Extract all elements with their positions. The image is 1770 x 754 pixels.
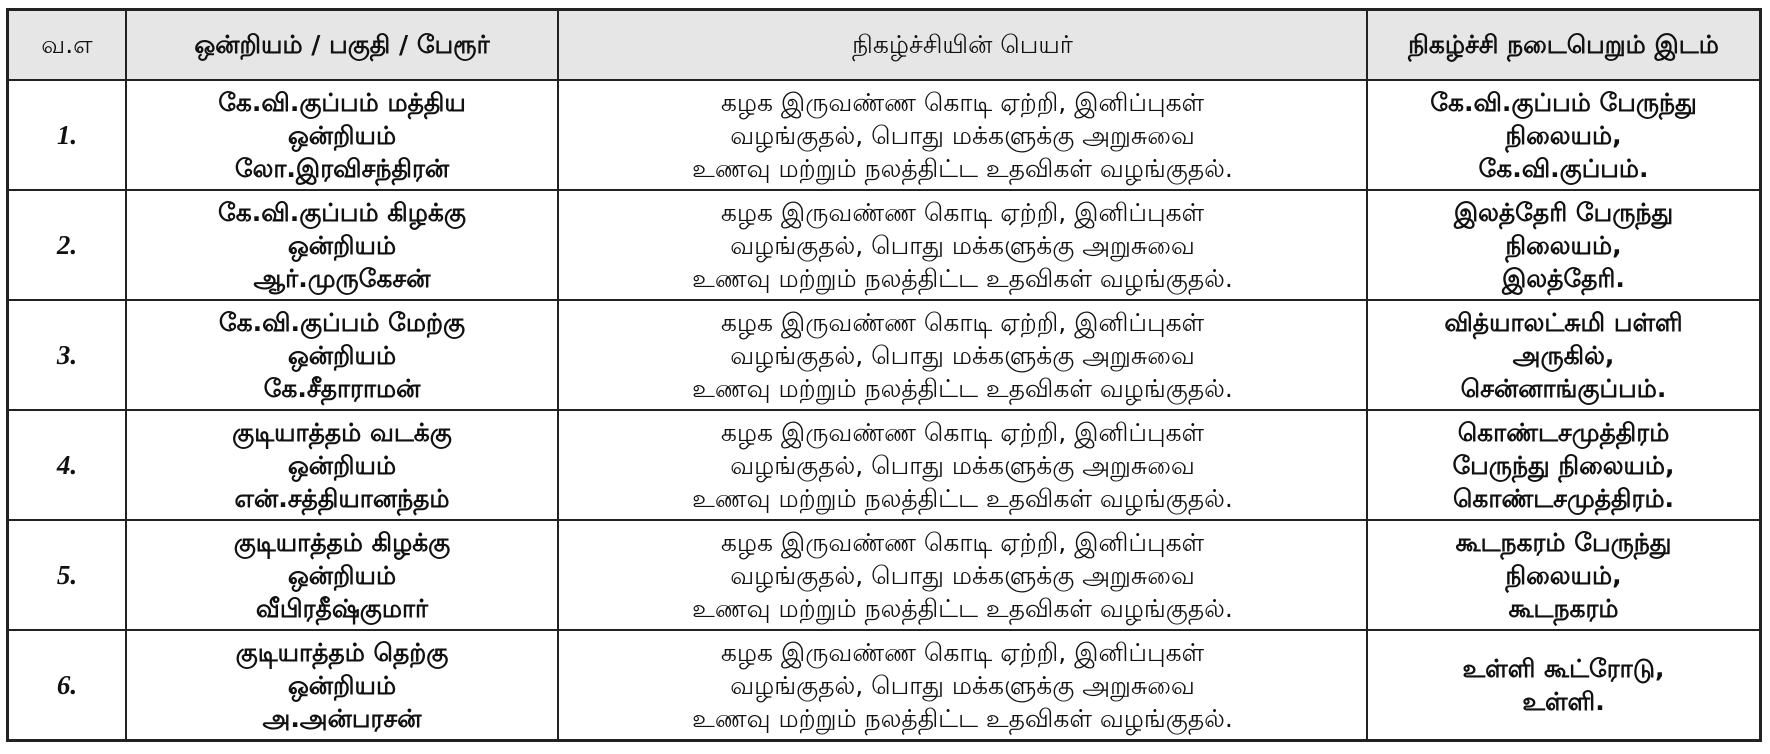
venue-line: நிலையம், — [1505, 230, 1622, 260]
venue-line: நிலையம், — [1505, 120, 1622, 150]
event-name-line: உணவு மற்றும் நலத்திட்ட உதவிகள் வழங்குதல்… — [692, 593, 1233, 623]
union-area-line: என்.சத்தியானந்தம் — [234, 483, 450, 513]
serial-no-cell: 3. — [6, 299, 127, 411]
serial-no-cell: 1. — [6, 79, 127, 191]
event-name-cell: கழக இருவண்ண கொடி ஏற்றி, இனிப்புகள் வழங்கு… — [557, 409, 1368, 521]
table-header-row: வ.எ ஒன்றியம் / பகுதி / பேரூர் நிகழ்ச்சிய… — [6, 8, 1762, 81]
union-area-line: குடியாத்தம் கிழக்கு — [233, 527, 451, 557]
event-name-line: கழக இருவண்ண கொடி ஏற்றி, இனிப்புகள் — [720, 307, 1205, 337]
event-name-line: உணவு மற்றும் நலத்திட்ட உதவிகள் வழங்குதல்… — [692, 373, 1233, 403]
event-name-line: உணவு மற்றும் நலத்திட்ட உதவிகள் வழங்குதல்… — [692, 153, 1233, 183]
event-name-line: வழங்குதல், பொது மக்களுக்கு அறுசுவை — [730, 670, 1195, 700]
union-area-cell: கே.வி.குப்பம் மேற்கு ஒன்றியம் கே.சீதாராமன் — [125, 299, 559, 411]
venue-line: கே.வி.குப்பம் பேருந்து — [1430, 87, 1697, 117]
venue-line: இலத்தேரி. — [1502, 263, 1625, 293]
event-name-line: வழங்குதல், பொது மக்களுக்கு அறுசுவை — [730, 340, 1195, 370]
venue-cell: கொண்டசமுத்திரம் பேருந்து நிலையம், கொண்டசமு… — [1366, 409, 1762, 521]
serial-no-cell: 6. — [6, 629, 127, 742]
venue-line: உள்ளி. — [1522, 687, 1605, 716]
union-area-line: லோ.இரவிசந்திரன் — [234, 153, 450, 183]
venue-line: கூடநகரம் — [1508, 593, 1619, 623]
union-area-line: அ.அன்பரசன் — [262, 703, 422, 733]
union-area-line: கே.வி.குப்பம் மத்திய — [218, 87, 466, 117]
venue-line: இலத்தேரி பேருந்து — [1453, 197, 1674, 227]
union-area-line: ஒன்றியம் — [287, 340, 397, 370]
event-name-cell: கழக இருவண்ண கொடி ஏற்றி, இனிப்புகள் வழங்கு… — [557, 519, 1368, 631]
table-row: 3. கே.வி.குப்பம் மேற்கு ஒன்றியம் கே.சீதாராம… — [6, 299, 1762, 411]
venue-line: பேருந்து நிலையம், — [1452, 450, 1675, 480]
event-name-line: கழக இருவண்ண கொடி ஏற்றி, இனிப்புகள் — [720, 197, 1205, 227]
event-name-line: உணவு மற்றும் நலத்திட்ட உதவிகள் வழங்குதல்… — [692, 483, 1233, 513]
union-area-line: கே.வி.குப்பம் மேற்கு — [218, 307, 466, 337]
event-name-line: வழங்குதல், பொது மக்களுக்கு அறுசுவை — [730, 120, 1195, 150]
event-name-line: வழங்குதல், பொது மக்களுக்கு அறுசுவை — [730, 560, 1195, 590]
venue-cell: உள்ளி கூட்ரோடு, உள்ளி. — [1366, 629, 1762, 742]
union-area-line: ஒன்றியம் — [287, 670, 397, 700]
venue-line: அருகில், — [1512, 340, 1615, 370]
venue-line: கொண்டசமுத்திரம் — [1457, 417, 1670, 447]
union-area-line: ஒன்றியம் — [287, 450, 397, 480]
venue-cell: கூடநகரம் பேருந்து நிலையம், கூடநகரம் — [1366, 519, 1762, 631]
union-area-cell: குடியாத்தம் கிழக்கு ஒன்றியம் வீபிரதீஷ்குமா… — [125, 519, 559, 631]
table-row: 6. குடியாத்தம் தெற்கு ஒன்றியம் அ.அன்பரசன் கழ… — [6, 629, 1762, 742]
event-name-cell: கழக இருவண்ண கொடி ஏற்றி, இனிப்புகள் வழங்கு… — [557, 79, 1368, 191]
serial-no-cell: 4. — [6, 409, 127, 521]
venue-line: கூடநகரம் பேருந்து — [1455, 527, 1672, 557]
venue-line: வித்யாலட்சுமி பள்ளி — [1444, 307, 1683, 337]
header-event-name: நிகழ்ச்சியின் பெயர் — [557, 8, 1368, 81]
serial-no-cell: 2. — [6, 189, 127, 301]
venue-line: கே.வி.குப்பம். — [1478, 153, 1649, 183]
venue-line: கொண்டசமுத்திரம். — [1452, 483, 1675, 513]
union-area-line: ஒன்றியம் — [287, 230, 397, 260]
union-area-line: வீபிரதீஷ்குமார் — [255, 593, 429, 623]
event-name-line: கழக இருவண்ண கொடி ஏற்றி, இனிப்புகள் — [720, 637, 1205, 667]
event-name-line: வழங்குதல், பொது மக்களுக்கு அறுசுவை — [730, 230, 1195, 260]
event-name-line: கழக இருவண்ண கொடி ஏற்றி, இனிப்புகள் — [720, 417, 1205, 447]
union-area-line: குடியாத்தம் வடக்கு — [232, 417, 452, 447]
event-name-cell: கழக இருவண்ண கொடி ஏற்றி, இனிப்புகள் வழங்கு… — [557, 299, 1368, 411]
event-name-cell: கழக இருவண்ண கொடி ஏற்றி, இனிப்புகள் வழங்கு… — [557, 189, 1368, 301]
union-area-line: குடியாத்தம் தெற்கு — [235, 637, 449, 667]
union-area-line: ஒன்றியம் — [287, 560, 397, 590]
event-name-line: உணவு மற்றும் நலத்திட்ட உதவிகள் வழங்குதல்… — [692, 703, 1233, 733]
table-row: 2. கே.வி.குப்பம் கிழக்கு ஒன்றியம் ஆர்.முருக… — [6, 189, 1762, 301]
venue-line: சென்னாங்குப்பம். — [1460, 373, 1667, 403]
union-area-cell: கே.வி.குப்பம் மத்திய ஒன்றியம் லோ.இரவிசந்தி… — [125, 79, 559, 191]
header-venue: நிகழ்ச்சி நடைபெறும் இடம் — [1366, 8, 1762, 81]
union-area-cell: குடியாத்தம் வடக்கு ஒன்றியம் என்.சத்தியானந்… — [125, 409, 559, 521]
union-area-line: ஒன்றியம் — [287, 120, 397, 150]
event-name-line: உணவு மற்றும் நலத்திட்ட உதவிகள் வழங்குதல்… — [692, 263, 1233, 293]
venue-cell: கே.வி.குப்பம் பேருந்து நிலையம், கே.வி.குப்… — [1366, 79, 1762, 191]
venue-cell: இலத்தேரி பேருந்து நிலையம், இலத்தேரி. — [1366, 189, 1762, 301]
table-row: 5. குடியாத்தம் கிழக்கு ஒன்றியம் வீபிரதீஷ்கு… — [6, 519, 1762, 631]
event-name-cell: கழக இருவண்ண கொடி ஏற்றி, இனிப்புகள் வழங்கு… — [557, 629, 1368, 742]
union-area-cell: கே.வி.குப்பம் கிழக்கு ஒன்றியம் ஆர்.முருகேச… — [125, 189, 559, 301]
header-union-area: ஒன்றியம் / பகுதி / பேரூர் — [125, 8, 559, 81]
event-name-line: வழங்குதல், பொது மக்களுக்கு அறுசுவை — [730, 450, 1195, 480]
union-area-cell: குடியாத்தம் தெற்கு ஒன்றியம் அ.அன்பரசன் — [125, 629, 559, 742]
union-area-line: கே.சீதாராமன் — [263, 373, 421, 403]
event-schedule-table: வ.எ ஒன்றியம் / பகுதி / பேரூர் நிகழ்ச்சிய… — [6, 8, 1762, 742]
venue-cell: வித்யாலட்சுமி பள்ளி அருகில், சென்னாங்குப்ப… — [1366, 299, 1762, 411]
serial-no-cell: 5. — [6, 519, 127, 631]
event-name-line: கழக இருவண்ண கொடி ஏற்றி, இனிப்புகள் — [720, 527, 1205, 557]
table-row: 4. குடியாத்தம் வடக்கு ஒன்றியம் என்.சத்தியான… — [6, 409, 1762, 521]
venue-line: நிலையம், — [1505, 560, 1622, 590]
header-serial-no: வ.எ — [6, 8, 127, 81]
event-name-line: கழக இருவண்ண கொடி ஏற்றி, இனிப்புகள் — [720, 87, 1205, 117]
union-area-line: கே.வி.குப்பம் கிழக்கு — [218, 197, 466, 227]
table-row: 1. கே.வி.குப்பம் மத்திய ஒன்றியம் லோ.இரவிசந்… — [6, 79, 1762, 191]
union-area-line: ஆர்.முருகேசன் — [253, 263, 431, 293]
venue-line: உள்ளி கூட்ரோடு, — [1462, 654, 1665, 683]
